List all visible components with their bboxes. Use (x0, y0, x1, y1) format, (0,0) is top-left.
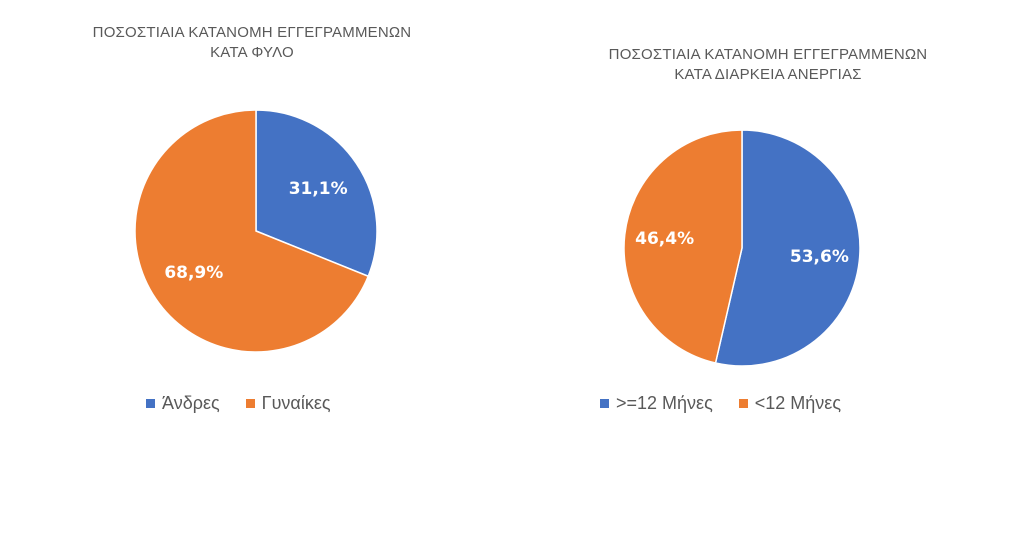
data-label-men: 31,1% (289, 179, 348, 199)
chart-gender: ΠΟΣΟΣΤΙΑΙΑ ΚΑΤΑΝΟΜΗ ΕΓΓΕΓΡΑΜΜΕΝΩΝ ΚΑΤΑ Φ… (0, 23, 510, 414)
data-label-long-term: 53,6% (790, 247, 849, 267)
legend-label-long-term: >=12 Μήνες (616, 393, 713, 413)
pie-slice-short-term (623, 129, 743, 364)
legend-item-long-term: >=12 Μήνες (600, 393, 713, 414)
pie-chart-gender: 31,1% 68,9% (134, 109, 378, 353)
chart-unemployment-duration: ΠΟΣΟΣΤΙΑΙΑ ΚΑΤΑΝΟΜΗ ΕΓΓΕΓΡΑΜΜΕΝΩΝ ΚΑΤΑ Δ… (516, 0, 1032, 544)
legend-swatch-long-term (600, 399, 609, 408)
chart-legend: Άνδρες Γυναίκες (146, 393, 357, 414)
chart-title: ΠΟΣΟΣΤΙΑΙΑ ΚΑΤΑΝΟΜΗ ΕΓΓΕΓΡΑΜΜΕΝΩΝ ΚΑΤΑ Δ… (510, 45, 1026, 85)
chart-title-line-1: ΠΟΣΟΣΤΙΑΙΑ ΚΑΤΑΝΟΜΗ ΕΓΓΕΓΡΑΜΜΕΝΩΝ (92, 24, 412, 41)
chart-title-line-2: ΚΑΤΑ ΔΙΑΡΚΕΙΑ ΑΝΕΡΓΙΑΣ (674, 66, 862, 83)
pie-slice-long-term (714, 129, 861, 367)
legend-swatch-short-term (738, 399, 748, 408)
legend-swatch-men (146, 399, 155, 408)
chart-title-line-2: ΚΑΤΑ ΦΥΛΟ (210, 44, 294, 61)
chart-title: ΠΟΣΟΣΤΙΑΙΑ ΚΑΤΑΝΟΜΗ ΕΓΓΕΓΡΑΜΜΕΝΩΝ ΚΑΤΑ Φ… (0, 23, 510, 63)
data-label-short-term: 46,4% (635, 229, 694, 249)
pie-chart-duration: 53,6% 46,4% (623, 129, 861, 367)
legend-item-men: Άνδρες (146, 393, 220, 414)
legend-item-short-term: <12 Μήνες (738, 393, 841, 414)
legend-item-women: Γυναίκες (245, 393, 331, 414)
legend-swatch-women (245, 399, 255, 408)
pie-slice-women (134, 109, 370, 353)
chart-title-line-1: ΠΟΣΟΣΤΙΑΙΑ ΚΑΤΑΝΟΜΗ ΕΓΓΕΓΡΑΜΜΕΝΩΝ (608, 46, 928, 63)
legend-label-men: Άνδρες (162, 393, 220, 413)
legend-label-women: Γυναίκες (261, 393, 331, 413)
chart-legend: >=12 Μήνες <12 Μήνες (600, 393, 867, 414)
pie-slice-men (255, 109, 378, 278)
data-label-women: 68,9% (164, 263, 223, 283)
legend-label-short-term: <12 Μήνες (754, 393, 841, 413)
